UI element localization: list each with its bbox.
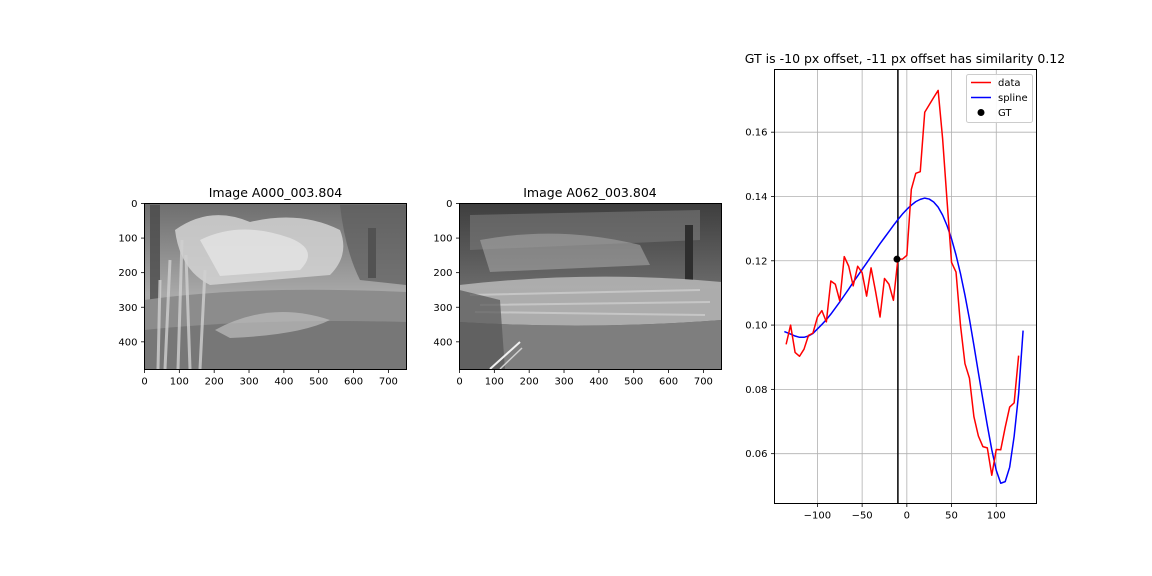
image-1-xtick-label: 500 [309, 377, 328, 388]
image-1-xtick-label: 400 [274, 377, 293, 388]
legend-label-spline: spline [998, 93, 1028, 104]
plot-frame [774, 69, 1037, 504]
x-tick-label: 50 [945, 511, 958, 522]
similarity-chart: GT is -10 px offset, -11 px offset has s… [745, 51, 1065, 522]
image-1-ytick-label: 100 [118, 234, 137, 245]
image-2-frame [459, 203, 722, 370]
y-tick-label: 0.16 [745, 128, 767, 139]
image-1-axes: 0 100 200 300 400 500 600 700 0 100 200 300 400 [118, 199, 398, 388]
legend-entry-spline: spline [971, 93, 1028, 104]
image-2-xtick-label: 0 [456, 377, 462, 388]
y-tick-label: 0.12 [745, 256, 767, 267]
image-1-xtick-label: 200 [205, 377, 224, 388]
image-2-xtick-label: 400 [589, 377, 608, 388]
gt-point [893, 255, 901, 263]
image-2-ytick-label: 0 [446, 199, 452, 210]
series-data-line [785, 89, 1020, 476]
image-1-photo [144, 203, 407, 370]
chart-axes: −100 −50 0 50 100 0.06 0.08 0.10 0.12 0.14 0.16 [745, 128, 1006, 522]
y-tick-label: 0.10 [745, 321, 767, 332]
image-2-xtick-label: 500 [624, 377, 643, 388]
chart-title: GT is -10 px offset, -11 px offset has s… [745, 51, 1065, 66]
image-1-title: Image A000_003.804 [209, 185, 343, 200]
image-1-xtick-label: 300 [239, 377, 258, 388]
image-2-xtick-label: 100 [485, 377, 504, 388]
legend-entry-gt: GT [977, 108, 1012, 119]
image-2-title: Image A062_003.804 [523, 185, 657, 200]
image-panel-2: Image A062_003.804 0 100 200 300 400 500 600 70… [433, 185, 722, 388]
legend-label-gt: GT [998, 108, 1012, 119]
image-1-xtick-label: 700 [379, 377, 398, 388]
x-tick-label: −100 [804, 511, 831, 522]
image-2-xtick-label: 300 [554, 377, 573, 388]
image-1-ytick-label: 300 [118, 303, 137, 314]
image-2-axes: 0 100 200 300 400 500 600 700 0 100 200 300 400 [433, 199, 713, 388]
image-2-xtick-label: 600 [659, 377, 678, 388]
image-2-xtick-label: 700 [694, 377, 713, 388]
image-1-ytick-label: 400 [118, 337, 137, 348]
legend-label-data: data [998, 78, 1021, 89]
image-1-xtick-label: 0 [141, 377, 147, 388]
x-tick-label: −50 [852, 511, 873, 522]
y-tick-label: 0.06 [745, 449, 767, 460]
image-1-ytick-label: 200 [118, 268, 137, 279]
legend: data spline GT [966, 74, 1033, 123]
series-layer [784, 69, 1024, 504]
image-2-xtick-label: 200 [520, 377, 539, 388]
image-1-frame [144, 203, 407, 370]
image-1-xtick-label: 100 [170, 377, 189, 388]
image-1-ytick-label: 0 [131, 199, 137, 210]
x-tick-label: 100 [987, 511, 1006, 522]
grid [774, 69, 1037, 504]
y-tick-label: 0.14 [745, 192, 767, 203]
image-1-xtick-label: 600 [344, 377, 363, 388]
image-2-photo [459, 203, 722, 370]
image-2-ytick-label: 100 [433, 234, 452, 245]
legend-entry-data: data [971, 78, 1021, 89]
image-2-ytick-label: 200 [433, 268, 452, 279]
image-panel-1: Image A000_003.804 0 100 200 300 400 500 600 70… [118, 185, 407, 388]
image-2-ytick-label: 300 [433, 303, 452, 314]
x-tick-label: 0 [904, 511, 910, 522]
legend-swatch-gt [977, 109, 985, 116]
image-2-ytick-label: 400 [433, 337, 452, 348]
y-tick-label: 0.08 [745, 385, 767, 396]
plot-area [774, 69, 1037, 504]
